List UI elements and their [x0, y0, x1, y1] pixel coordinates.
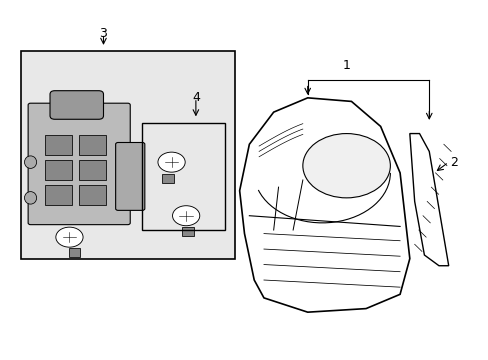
- Circle shape: [172, 206, 200, 226]
- Bar: [45, 160, 72, 180]
- Bar: [182, 228, 193, 237]
- Circle shape: [56, 227, 83, 247]
- Polygon shape: [239, 98, 409, 312]
- FancyBboxPatch shape: [116, 143, 144, 210]
- Text: 3: 3: [100, 27, 107, 40]
- Ellipse shape: [24, 156, 37, 168]
- Ellipse shape: [24, 192, 37, 204]
- Bar: [142, 123, 224, 230]
- Text: 4: 4: [192, 91, 200, 104]
- FancyBboxPatch shape: [50, 91, 103, 119]
- Bar: [21, 51, 234, 258]
- Polygon shape: [409, 134, 448, 266]
- Bar: [45, 185, 72, 205]
- Bar: [79, 160, 106, 180]
- Bar: [79, 135, 106, 155]
- Circle shape: [158, 152, 185, 172]
- Bar: [79, 185, 106, 205]
- Bar: [45, 135, 72, 155]
- Bar: [162, 174, 174, 183]
- Text: 1: 1: [342, 59, 350, 72]
- Bar: [68, 248, 80, 257]
- Circle shape: [302, 134, 389, 198]
- FancyBboxPatch shape: [28, 103, 130, 225]
- Text: 2: 2: [449, 156, 457, 168]
